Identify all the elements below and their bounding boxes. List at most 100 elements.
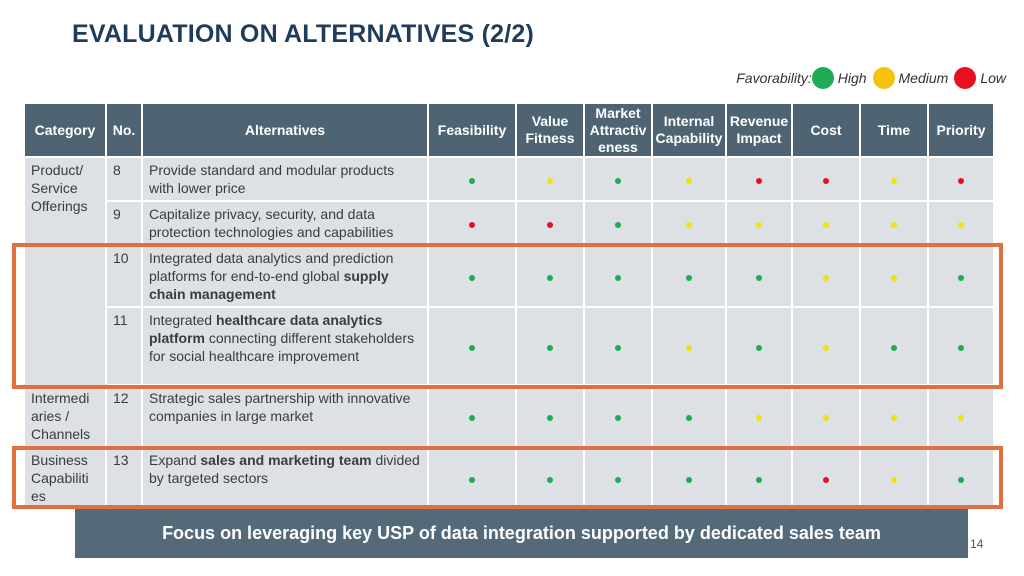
rating-priority	[927, 156, 995, 202]
rating-high-dot-icon	[686, 275, 692, 281]
rating-internal-capability	[651, 446, 727, 510]
rating-medium-dot-icon	[958, 415, 964, 421]
rating-medium-dot-icon	[823, 415, 829, 421]
alternative-text-bold: sales and marketing team	[200, 452, 372, 468]
rating-market-attractiveness	[583, 446, 653, 510]
rating-high-dot-icon	[615, 275, 621, 281]
alternative-text: divided by targeted sectors	[149, 452, 420, 486]
rating-cost	[791, 200, 861, 246]
rating-revenue-impact	[725, 306, 793, 386]
rating-high-dot-icon	[958, 275, 964, 281]
rating-high-dot-icon	[891, 345, 897, 351]
rating-cost	[791, 446, 861, 510]
rating-low-dot-icon	[823, 178, 829, 184]
rating-cost	[791, 384, 861, 448]
rating-high-dot-icon	[469, 415, 475, 421]
col-category: Category	[23, 102, 107, 158]
alternative-text: Strategic sales partnership with innovat…	[149, 390, 411, 424]
alternative-description: Integrated healthcare data analytics pla…	[141, 306, 429, 386]
rating-high-dot-icon	[615, 222, 621, 228]
rating-time	[859, 306, 929, 386]
rating-revenue-impact	[725, 156, 793, 202]
rating-high-dot-icon	[469, 477, 475, 483]
rating-revenue-impact	[725, 446, 793, 510]
rating-market-attractiveness	[583, 156, 653, 202]
rating-market-attractiveness	[583, 306, 653, 386]
page-title: EVALUATION ON ALTERNATIVES (2/2)	[72, 20, 534, 48]
legend-high: High	[837, 70, 867, 86]
rating-value-fitness	[515, 200, 585, 246]
alternative-text: Integrated data analytics and prediction…	[149, 250, 394, 284]
rating-high-dot-icon	[756, 477, 762, 483]
alternative-text: connecting different stakeholders for so…	[149, 330, 415, 364]
high-dot-icon	[811, 67, 834, 89]
rating-priority	[927, 446, 995, 510]
rating-high-dot-icon	[686, 477, 692, 483]
rating-high-dot-icon	[756, 345, 762, 351]
rating-high-dot-icon	[615, 477, 621, 483]
rating-medium-dot-icon	[686, 178, 692, 184]
alternative-text-bold: supply chain management	[149, 268, 389, 302]
rating-medium-dot-icon	[686, 345, 692, 351]
legend-low: Low	[980, 70, 1006, 86]
rating-high-dot-icon	[615, 345, 621, 351]
alternative-text: Capitalize privacy, security, and data p…	[149, 206, 394, 240]
rating-medium-dot-icon	[686, 222, 692, 228]
rating-time	[859, 200, 929, 246]
rating-high-dot-icon	[547, 415, 553, 421]
rating-high-dot-icon	[958, 345, 964, 351]
rating-medium-dot-icon	[823, 275, 829, 281]
rating-cost	[791, 156, 861, 202]
category-cell: Business Capabiliti es	[23, 446, 107, 510]
rating-revenue-impact	[725, 200, 793, 246]
rating-medium-dot-icon	[891, 275, 897, 281]
rating-cost	[791, 244, 861, 308]
col-priority: Priority	[927, 102, 995, 158]
rating-time	[859, 244, 929, 308]
rating-medium-dot-icon	[891, 178, 897, 184]
alternative-description: Strategic sales partnership with innovat…	[141, 384, 429, 448]
rating-internal-capability	[651, 244, 727, 308]
rating-priority	[927, 306, 995, 386]
table-row: 9 Capitalize privacy, security, and data …	[24, 200, 995, 246]
alternative-text-bold: healthcare data analytics platform	[149, 312, 383, 346]
rating-time	[859, 384, 929, 448]
rating-time	[859, 156, 929, 202]
rating-high-dot-icon	[469, 275, 475, 281]
alternative-description: Provide standard and modular products wi…	[141, 156, 429, 202]
rating-value-fitness	[515, 384, 585, 448]
col-market-attractiveness: Market Attractiv eness	[583, 102, 653, 158]
header-row: Category No. Alternatives Feasibility Va…	[23, 102, 995, 158]
rating-value-fitness	[515, 244, 585, 308]
rating-internal-capability	[651, 306, 727, 386]
col-time: Time	[859, 102, 929, 158]
rating-revenue-impact	[725, 244, 793, 308]
rating-low-dot-icon	[823, 477, 829, 483]
row-number: 9	[105, 200, 143, 246]
rating-market-attractiveness	[583, 384, 653, 448]
rating-high-dot-icon	[615, 415, 621, 421]
rating-time	[859, 446, 929, 510]
rating-medium-dot-icon	[547, 178, 553, 184]
col-no: No.	[105, 102, 143, 158]
rating-feasibility	[427, 244, 517, 308]
rating-internal-capability	[651, 384, 727, 448]
table-row: 11 Integrated healthcare data analytics p…	[24, 306, 995, 386]
rating-medium-dot-icon	[823, 222, 829, 228]
rating-feasibility	[427, 156, 517, 202]
rating-low-dot-icon	[756, 178, 762, 184]
rating-feasibility	[427, 446, 517, 510]
rating-high-dot-icon	[958, 477, 964, 483]
col-revenue-impact: Revenue Impact	[725, 102, 793, 158]
rating-medium-dot-icon	[756, 222, 762, 228]
col-value-fitness: Value Fitness	[515, 102, 585, 158]
rating-priority	[927, 384, 995, 448]
rating-high-dot-icon	[615, 178, 621, 184]
rating-priority	[927, 244, 995, 308]
rating-low-dot-icon	[958, 178, 964, 184]
legend-label: Favorability:	[736, 70, 812, 86]
alternative-text: Integrated	[149, 312, 216, 328]
rating-value-fitness	[515, 306, 585, 386]
row-number: 10	[105, 244, 143, 308]
row-number: 8	[105, 156, 143, 202]
